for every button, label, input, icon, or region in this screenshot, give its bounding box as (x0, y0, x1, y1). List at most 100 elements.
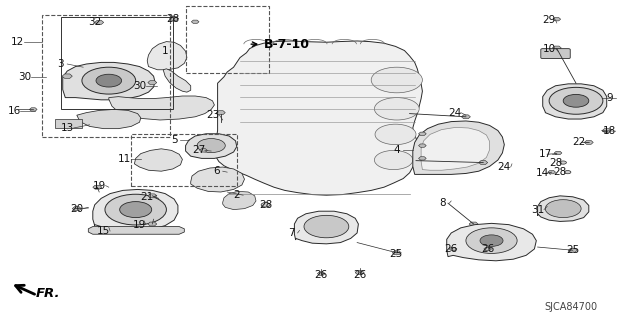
Polygon shape (93, 185, 102, 189)
Text: 27: 27 (192, 145, 205, 156)
Polygon shape (552, 46, 561, 50)
Text: 17: 17 (539, 149, 552, 159)
Polygon shape (317, 272, 325, 275)
Circle shape (261, 203, 270, 207)
Text: 30: 30 (133, 81, 146, 92)
Bar (186, 6, 269, 73)
Text: 19: 19 (133, 220, 146, 230)
Polygon shape (88, 227, 184, 234)
Circle shape (549, 87, 603, 114)
Text: 1: 1 (162, 45, 168, 56)
Text: 3: 3 (58, 59, 64, 69)
Text: 12: 12 (12, 36, 24, 47)
Circle shape (480, 235, 503, 246)
Text: B-7-10: B-7-10 (264, 38, 310, 51)
Circle shape (96, 74, 122, 87)
Circle shape (375, 124, 416, 145)
Polygon shape (419, 132, 426, 135)
Polygon shape (63, 62, 155, 100)
Text: 2: 2 (234, 190, 240, 200)
Text: 30: 30 (18, 72, 31, 83)
Circle shape (105, 194, 166, 225)
Polygon shape (29, 108, 37, 111)
Text: FR.: FR. (36, 287, 60, 300)
Circle shape (82, 67, 136, 94)
Polygon shape (419, 157, 426, 160)
Polygon shape (134, 149, 182, 171)
Text: 6: 6 (213, 166, 220, 176)
Polygon shape (95, 20, 104, 24)
Polygon shape (543, 84, 607, 119)
Bar (61, 17, 173, 109)
FancyBboxPatch shape (55, 119, 82, 128)
Circle shape (304, 215, 349, 238)
Circle shape (374, 150, 413, 170)
Polygon shape (548, 171, 556, 174)
Circle shape (563, 94, 589, 107)
Polygon shape (484, 247, 492, 251)
Bar (131, 134, 237, 186)
Polygon shape (191, 167, 244, 192)
Polygon shape (355, 271, 364, 275)
Circle shape (374, 98, 419, 120)
Polygon shape (147, 42, 187, 70)
Text: 22: 22 (573, 137, 586, 148)
Polygon shape (223, 191, 256, 210)
Text: 4: 4 (394, 145, 400, 156)
Text: 19: 19 (93, 180, 106, 191)
Text: 16: 16 (8, 106, 20, 116)
Text: 26: 26 (445, 244, 458, 254)
Text: 8: 8 (440, 198, 446, 208)
Text: 26: 26 (481, 244, 494, 254)
Polygon shape (62, 74, 72, 78)
Polygon shape (469, 222, 478, 226)
FancyBboxPatch shape (541, 49, 570, 59)
Polygon shape (554, 151, 562, 155)
Polygon shape (479, 161, 488, 164)
Polygon shape (170, 17, 179, 20)
Polygon shape (163, 69, 191, 92)
Polygon shape (109, 96, 214, 120)
Polygon shape (72, 207, 81, 211)
Polygon shape (449, 247, 457, 251)
Text: 9: 9 (606, 92, 612, 103)
Text: 26: 26 (353, 269, 366, 280)
Circle shape (545, 200, 581, 218)
Polygon shape (148, 194, 157, 198)
Polygon shape (421, 127, 490, 170)
Text: 28: 28 (549, 157, 562, 168)
Polygon shape (419, 144, 426, 147)
Text: 32: 32 (88, 17, 101, 27)
Text: 13: 13 (61, 123, 74, 133)
Text: 31: 31 (531, 204, 544, 215)
Polygon shape (553, 18, 561, 21)
Text: 5: 5 (171, 135, 177, 145)
Polygon shape (602, 129, 611, 132)
Polygon shape (538, 196, 589, 221)
Polygon shape (93, 189, 178, 230)
Polygon shape (148, 81, 157, 84)
Circle shape (560, 161, 566, 164)
Text: 25: 25 (566, 245, 579, 255)
Text: SJCA84700: SJCA84700 (544, 301, 598, 312)
Text: 25: 25 (389, 249, 402, 260)
Circle shape (371, 67, 422, 93)
Polygon shape (461, 115, 470, 119)
Circle shape (564, 171, 571, 174)
Text: 7: 7 (288, 228, 294, 238)
Text: 28: 28 (259, 200, 272, 211)
Polygon shape (191, 20, 199, 23)
Text: 28: 28 (554, 167, 566, 177)
Text: 18: 18 (603, 126, 616, 136)
Polygon shape (568, 248, 577, 252)
Bar (42, 15, 170, 137)
Polygon shape (584, 140, 593, 144)
Circle shape (466, 228, 517, 253)
Circle shape (197, 139, 225, 153)
Text: 29: 29 (543, 15, 556, 25)
Polygon shape (77, 109, 141, 129)
Polygon shape (186, 134, 237, 158)
Text: 28: 28 (166, 13, 179, 24)
Polygon shape (148, 222, 157, 226)
Text: 14: 14 (536, 168, 549, 179)
